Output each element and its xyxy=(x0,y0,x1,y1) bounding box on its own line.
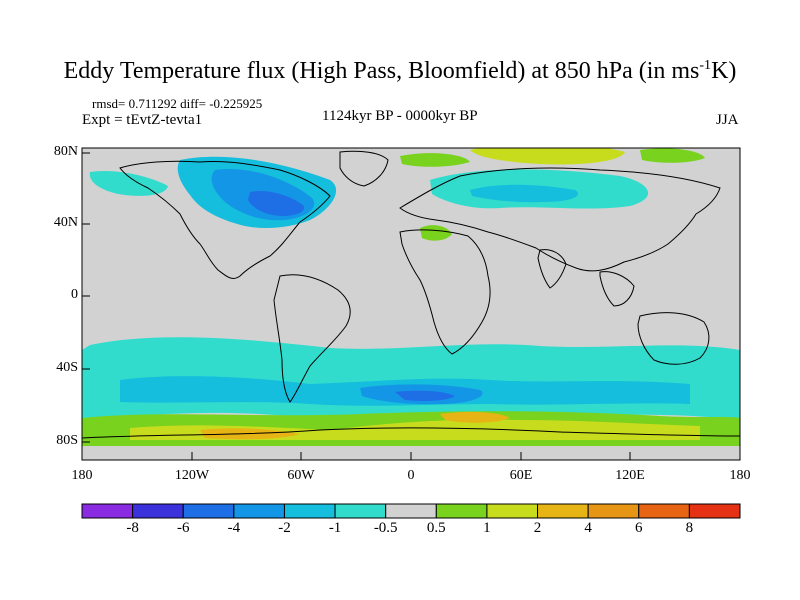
colorbar-label: -4 xyxy=(227,520,241,536)
xtick-label: 0 xyxy=(407,468,415,483)
colorbar-label: -2 xyxy=(278,520,291,536)
colorbar-swatch xyxy=(435,503,488,519)
xtick-label: 120W xyxy=(174,468,210,483)
anomaly-region-eurasia-blue xyxy=(470,184,579,203)
anomaly-field xyxy=(82,148,740,446)
anomaly-region-na-darkblue xyxy=(248,190,305,216)
colorbar-swatch xyxy=(233,503,285,519)
colorbar-label: 1 xyxy=(483,520,491,536)
coast-india xyxy=(537,249,567,289)
coast-africa xyxy=(399,229,491,355)
colorbar-label: -0.5 xyxy=(373,520,398,536)
colorbar-label: 2 xyxy=(533,520,542,536)
colorbar-label: 4 xyxy=(584,520,592,536)
anomaly-region-arctic-green xyxy=(400,153,470,167)
anomaly-region-arctic-green-2 xyxy=(640,148,705,163)
anomaly-region-na-west xyxy=(89,170,168,196)
colorbar-label: -6 xyxy=(176,520,190,536)
anomaly-region-med-green xyxy=(420,225,452,241)
coast-north-america xyxy=(119,160,331,279)
colorbar-swatch xyxy=(81,503,134,519)
ytick-label: 40N xyxy=(53,215,78,230)
anomaly-region-so-darkcore xyxy=(395,390,455,401)
ytick-label: 80S xyxy=(56,433,78,448)
colorbar-swatch xyxy=(688,503,741,519)
colorbar-label: 0.5 xyxy=(426,520,446,536)
xtick-label: 60E xyxy=(509,468,533,483)
season-label: JJA xyxy=(716,112,739,128)
experiment-label: Expt = tEvtZ-tevta1 xyxy=(82,112,203,128)
colorbar-label: 6 xyxy=(635,520,643,536)
coast-antarctica xyxy=(82,427,740,439)
xtick-label: 180 xyxy=(71,468,93,483)
xtick-label: 180 xyxy=(729,468,751,483)
colorbar-swatch xyxy=(587,503,640,519)
coast-se-asia xyxy=(599,271,635,307)
colorbar-label: 8 xyxy=(685,520,694,536)
colorbar-swatch xyxy=(182,503,235,519)
axis-ticks xyxy=(81,152,741,460)
xtick-label: 60W xyxy=(287,468,315,483)
coast-south-america xyxy=(273,274,351,403)
anomaly-region-arctic-yellow xyxy=(470,148,625,165)
ytick-label: 40S xyxy=(56,360,78,375)
coast-europe-asia xyxy=(399,167,721,272)
colorbar-swatch xyxy=(283,503,336,519)
colorbar-swatch xyxy=(132,503,184,519)
xtick-label: 120E xyxy=(615,468,645,483)
ytick-label: 0 xyxy=(71,287,78,302)
anomaly-region-antarctic-orange-2 xyxy=(440,411,510,423)
colorbar-label: -8 xyxy=(126,520,139,536)
colorbar xyxy=(81,503,741,519)
colorbar-swatch xyxy=(638,503,690,519)
colorbar-label: -1 xyxy=(328,520,342,536)
period-label: 1124kyr BP - 0000kyr BP xyxy=(322,108,478,124)
coast-greenland xyxy=(339,150,389,187)
coastlines xyxy=(82,150,740,439)
colorbar-swatch xyxy=(486,503,539,519)
colorbar-swatch xyxy=(385,503,437,519)
coast-australia xyxy=(637,312,710,365)
colorbar-swatch xyxy=(537,503,589,519)
colorbar-swatch xyxy=(334,503,387,519)
ytick-label: 80N xyxy=(53,144,78,159)
chart-title: Eddy Temperature flux (High Pass, Bloomf… xyxy=(63,58,737,84)
rmsd-diff-stats: rmsd= 0.711292 diff= -0.225925 xyxy=(92,96,263,111)
